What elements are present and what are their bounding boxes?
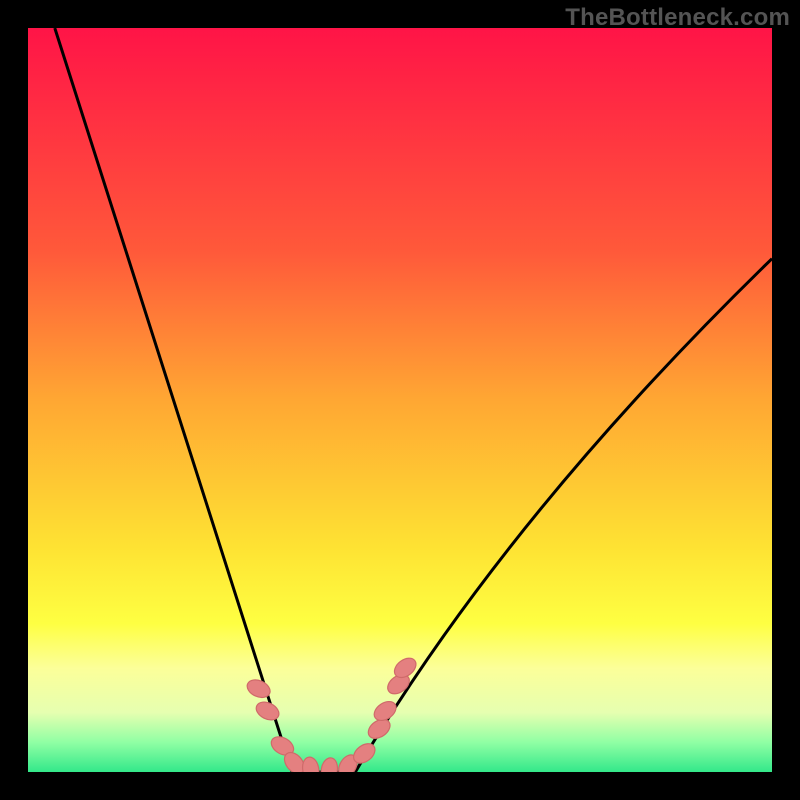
watermark-text: TheBottleneck.com xyxy=(565,4,790,32)
gradient-background xyxy=(28,28,772,772)
chart-container: TheBottleneck.com xyxy=(0,0,800,800)
plot-area xyxy=(28,28,772,772)
bottleneck-curve-chart xyxy=(28,28,772,772)
